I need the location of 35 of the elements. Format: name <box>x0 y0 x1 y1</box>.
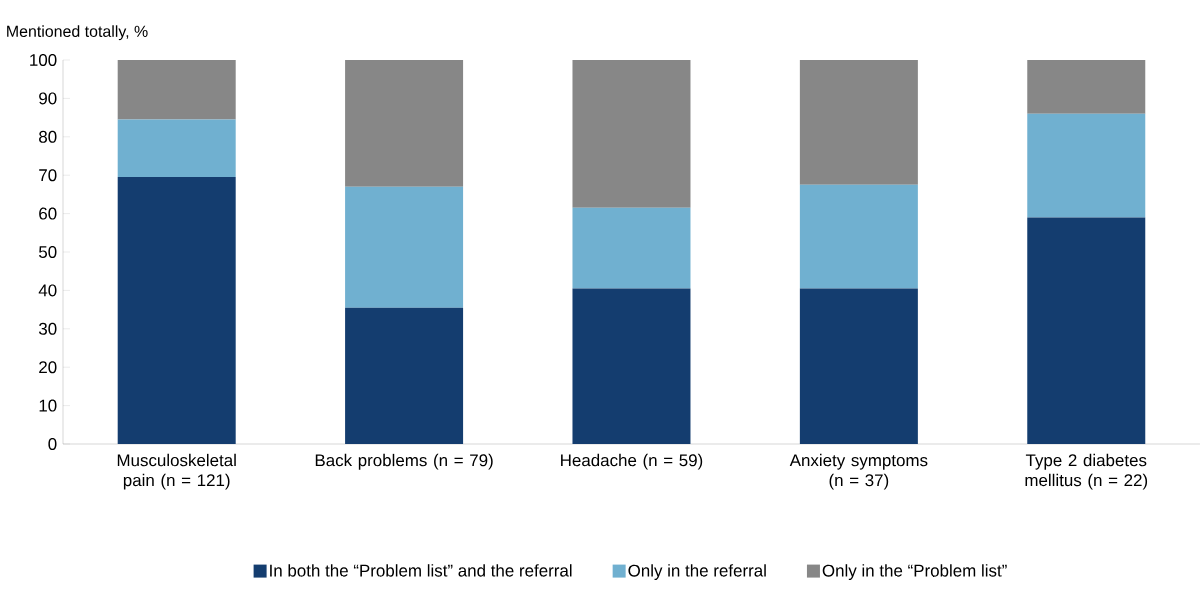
y-tick-label: 100 <box>30 54 57 66</box>
x-tick-label: Back problems (n = 79) <box>315 453 493 470</box>
bar <box>572 207 691 289</box>
bar <box>117 177 236 444</box>
y-tick-label: 30 <box>38 322 57 335</box>
y-tick-label: 70 <box>39 169 57 182</box>
bar <box>345 307 464 444</box>
y-tick-label: 20 <box>39 361 57 374</box>
legend-label: In both the “Problem list” and the referral <box>270 564 572 577</box>
legend-label: Only in the “Problem list” <box>822 564 1007 580</box>
bar <box>117 119 236 178</box>
y-tick-label: 50 <box>38 246 57 258</box>
bar <box>117 60 236 120</box>
y-axis-title: Mentioned totally, % <box>7 25 148 41</box>
bar <box>1027 217 1146 444</box>
bar <box>345 186 464 308</box>
x-tick-label: Type 2 diabetes mellitus (n = 22) <box>1025 453 1148 490</box>
y-tick-label: 0 <box>48 438 57 450</box>
bar <box>1027 60 1146 114</box>
legend-label: Only in the referral <box>628 564 766 580</box>
y-tick-label: 90 <box>39 92 57 105</box>
y-tick-label: 60 <box>39 207 57 220</box>
bar <box>345 60 464 187</box>
bar <box>1027 113 1146 218</box>
bar <box>799 60 918 185</box>
y-tick-label: 80 <box>39 130 57 143</box>
x-tick-label: Musculoskeletal pain (n = 121) <box>117 453 236 490</box>
bar <box>799 184 918 289</box>
bar <box>572 288 691 444</box>
x-tick-label: Headache (n = 59) <box>561 453 703 470</box>
y-tick-label: 10 <box>39 399 57 412</box>
bar <box>799 288 918 444</box>
bar <box>572 60 691 208</box>
x-tick-label: Anxiety symptoms (n = 37) <box>789 453 928 490</box>
y-tick-label: 40 <box>38 284 57 297</box>
